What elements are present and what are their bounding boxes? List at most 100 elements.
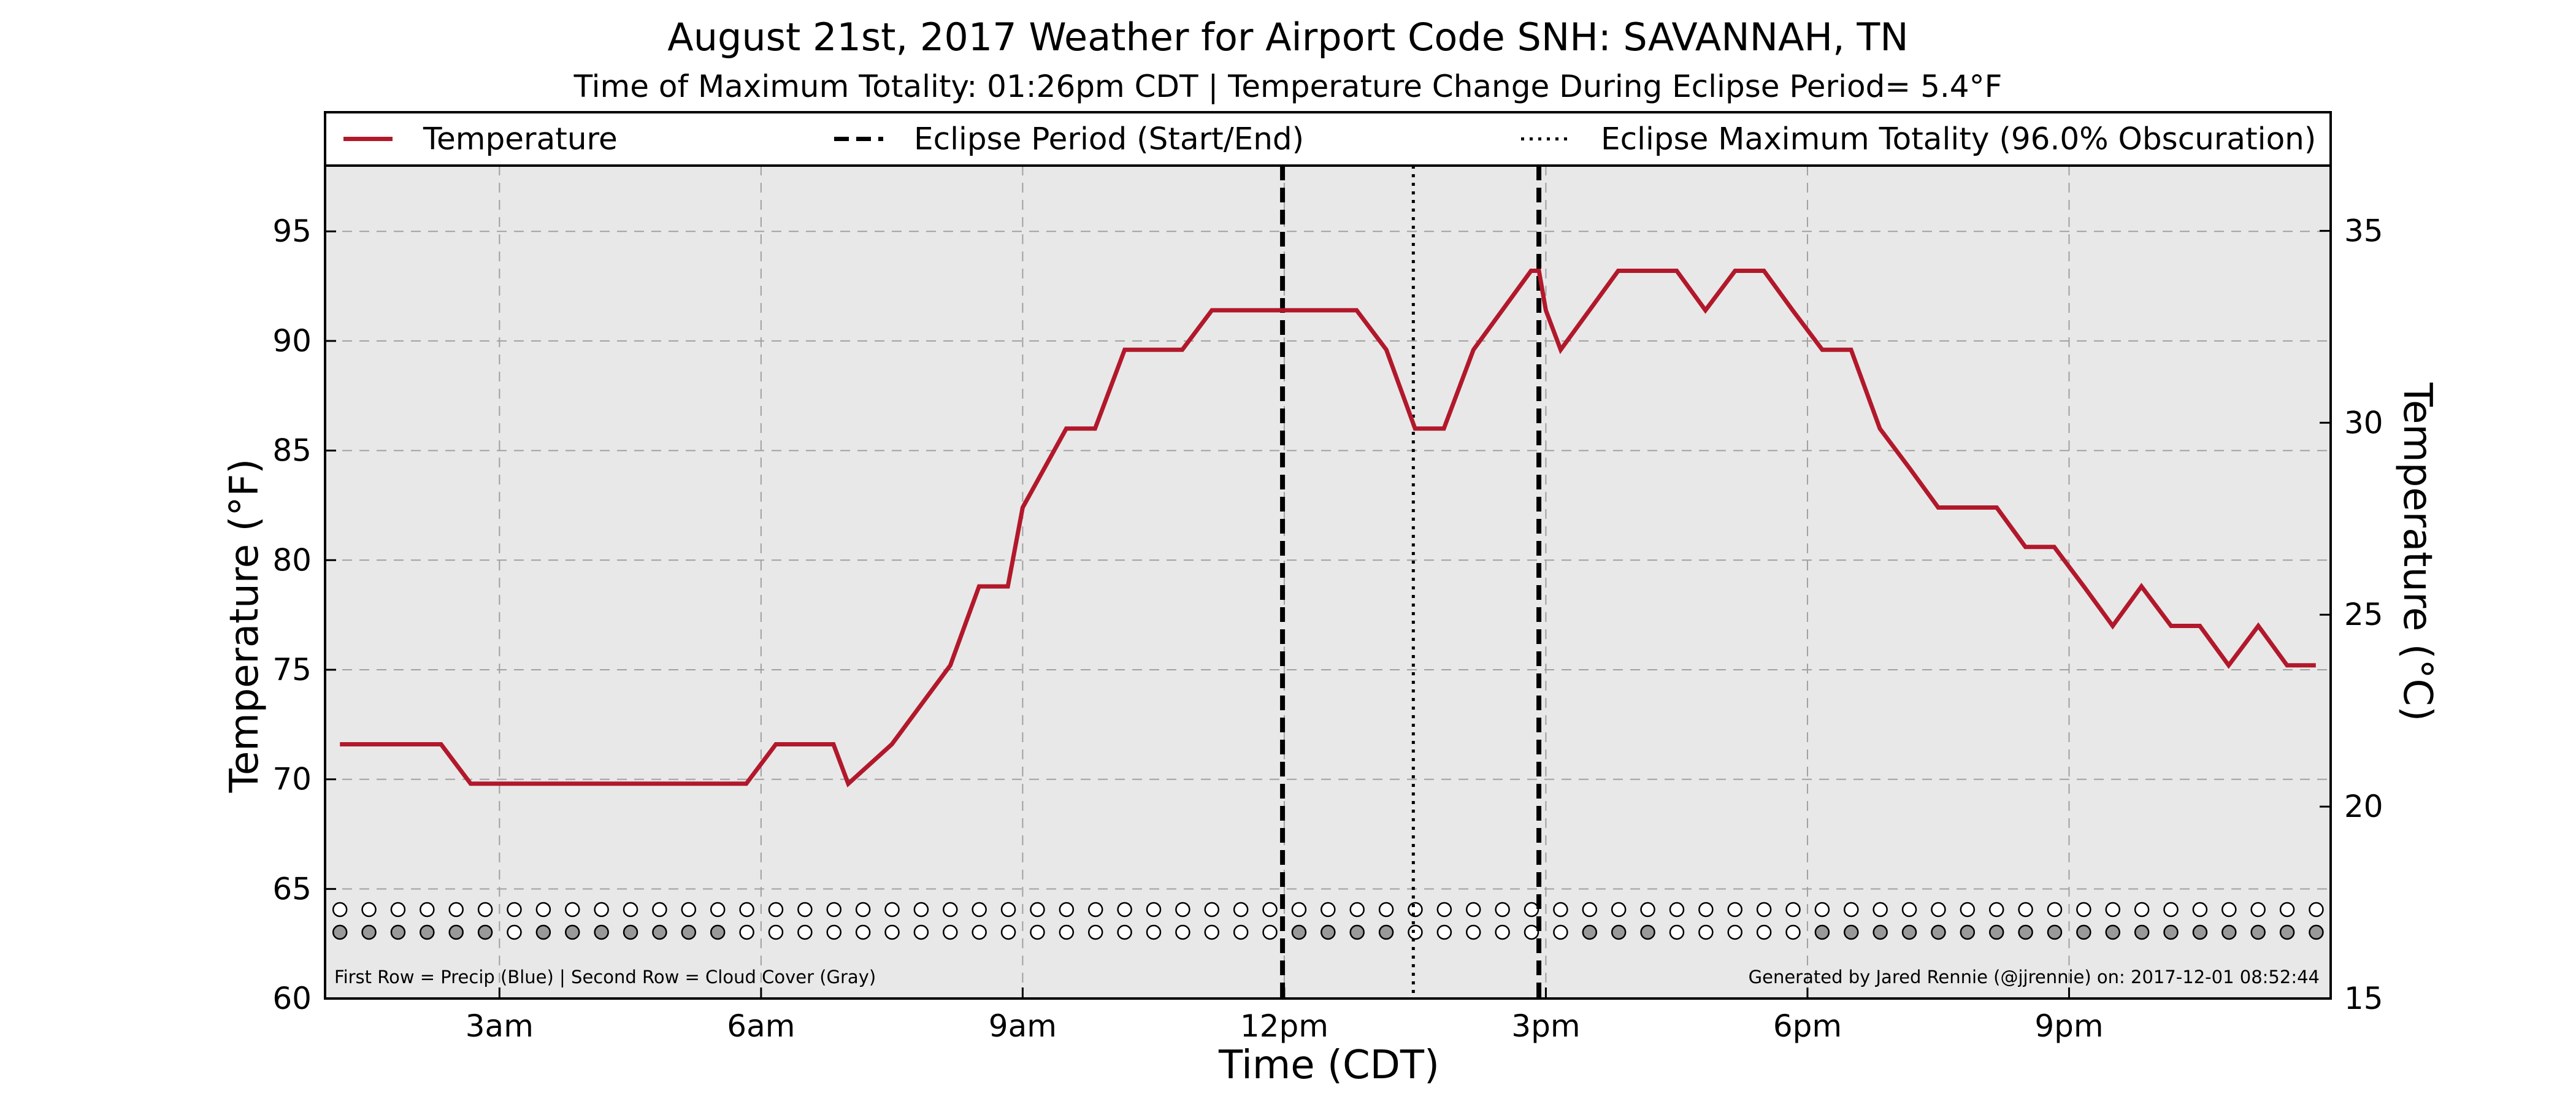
cloud-dot [2076, 924, 2091, 940]
precip-dot [2163, 902, 2179, 918]
cloud-dot [1756, 924, 1772, 940]
y-right-tick-label: 25 [2344, 597, 2383, 632]
precip-dot [2018, 902, 2033, 918]
cloud-dot [448, 924, 464, 940]
precip-dot [797, 902, 813, 918]
precip-dot [1931, 902, 1946, 918]
precip-dot [826, 902, 841, 918]
precip-dot [1785, 902, 1801, 918]
cloud-dot [1524, 924, 1539, 940]
precip-dot [972, 902, 987, 918]
x-tick-label: 3am [466, 1008, 534, 1044]
x-tick-label: 12pm [1240, 1008, 1328, 1044]
cloud-dot [565, 924, 580, 940]
precip-dot [681, 902, 697, 918]
precip-dot [1059, 902, 1075, 918]
cloud-dot [2047, 924, 2063, 940]
precip-dot [1988, 902, 2004, 918]
x-axis-label: Time (CDT) [1218, 1043, 1439, 1088]
cloud-dot [972, 924, 987, 940]
precip-dot [1960, 902, 1976, 918]
cloud-dot [535, 924, 551, 940]
cloud-dot [1059, 924, 1075, 940]
cloud-dot [1321, 924, 1336, 940]
precip-dot [1495, 902, 1510, 918]
chart-title: August 21st, 2017 Weather for Airport Co… [667, 15, 1908, 59]
precip-dot [2134, 902, 2150, 918]
precip-dot [739, 902, 754, 918]
precip-dot [1117, 902, 1132, 918]
precip-dot [1844, 902, 1859, 918]
y-tick-label: 70 [272, 762, 312, 797]
precip-dot [1582, 902, 1598, 918]
y-tick-label: 65 [272, 871, 312, 907]
precip-dot [2221, 902, 2237, 918]
precip-dot [390, 902, 406, 918]
x-tick-label: 9am [989, 1008, 1057, 1044]
x-tick-label: 6am [727, 1008, 795, 1044]
x-tick-label: 3pm [1511, 1008, 1580, 1044]
precip-dot [2047, 902, 2063, 918]
cloud-dot [1669, 924, 1685, 940]
y-right-tick-label: 30 [2344, 405, 2383, 440]
cloud-dot [768, 924, 784, 940]
precip-dot [1901, 902, 1917, 918]
cloud-dot [1901, 924, 1917, 940]
precip-dot [1233, 902, 1249, 918]
precip-dot [1087, 902, 1103, 918]
cloud-dot [2134, 924, 2150, 940]
legend-label: Temperature [423, 121, 618, 157]
cloud-dot [1175, 924, 1190, 940]
cloud-dot [594, 924, 609, 940]
cloud-dot [2192, 924, 2208, 940]
cloud-dot [1698, 924, 1714, 940]
precip-dot [565, 902, 580, 918]
cloud-dot [623, 924, 638, 940]
precip-dot [2250, 902, 2266, 918]
cloud-dot [2105, 924, 2120, 940]
temperature-series-line [340, 269, 2316, 788]
cloud-dot [739, 924, 754, 940]
cloud-dot [1030, 924, 1045, 940]
precip-dot [1611, 902, 1627, 918]
precip-dot [1669, 902, 1685, 918]
precip-dot [1814, 902, 1830, 918]
cloud-dot [1988, 924, 2004, 940]
cloud-dot [710, 924, 726, 940]
precip-dot [1030, 902, 1045, 918]
precip-dot [913, 902, 929, 918]
y-axis-label-right: Temperature (°C) [2394, 382, 2440, 721]
cloud-dot [652, 924, 667, 940]
precip-dot [594, 902, 609, 918]
precip-dot [2279, 902, 2295, 918]
precip-dot [477, 902, 493, 918]
precip-dot [1378, 902, 1394, 918]
precip-dot [1000, 902, 1016, 918]
cloud-dot [2250, 924, 2266, 940]
precip-dot [420, 902, 435, 918]
cloud-dot [1291, 924, 1307, 940]
cloud-dot [1814, 924, 1830, 940]
cloud-dot [1640, 924, 1655, 940]
cloud-dot [2279, 924, 2295, 940]
cloud-dot [1233, 924, 1249, 940]
cloud-dot [1873, 924, 1888, 940]
chart-subtitle: Time of Maximum Totality: 01:26pm CDT | … [573, 69, 2003, 104]
cloud-dot [2018, 924, 2033, 940]
cloud-dot [332, 924, 348, 940]
precip-dot [332, 902, 348, 918]
cloud-dot [1000, 924, 1016, 940]
y-tick-label: 85 [272, 433, 312, 469]
precip-dot [2105, 902, 2120, 918]
x-tick-label: 9pm [2034, 1008, 2103, 1044]
cloud-dot [1960, 924, 1976, 940]
cloud-dot [797, 924, 813, 940]
cloud-dot [361, 924, 377, 940]
cloud-dot [1582, 924, 1598, 940]
precip-dot [2309, 902, 2324, 918]
cloud-dot [1727, 924, 1742, 940]
y-right-tick-label: 35 [2344, 213, 2383, 248]
precip-dot [1262, 902, 1278, 918]
precip-dot [1465, 902, 1481, 918]
cloud-dot [1495, 924, 1510, 940]
